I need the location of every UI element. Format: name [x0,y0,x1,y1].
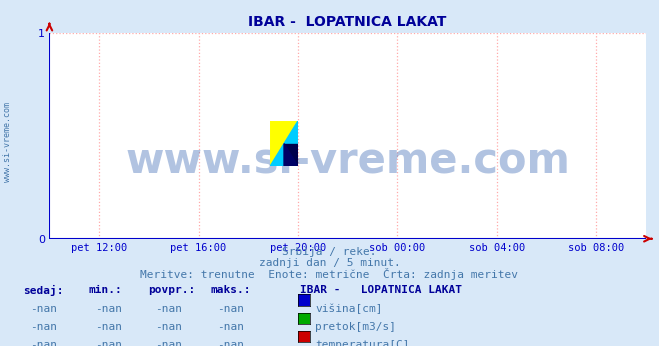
Text: IBAR -   LOPATNICA LAKAT: IBAR - LOPATNICA LAKAT [300,285,462,295]
Text: -nan: -nan [96,340,123,346]
Text: -nan: -nan [96,304,123,314]
Text: sedaj:: sedaj: [23,285,63,297]
Text: Srbija / reke.: Srbija / reke. [282,247,377,257]
Text: zadnji dan / 5 minut.: zadnji dan / 5 minut. [258,258,401,268]
Polygon shape [284,144,298,166]
Text: min.:: min.: [89,285,123,295]
Text: -nan: -nan [217,304,244,314]
Text: -nan: -nan [155,304,182,314]
Text: -nan: -nan [217,340,244,346]
Polygon shape [284,144,298,166]
Text: -nan: -nan [217,322,244,332]
Text: -nan: -nan [96,322,123,332]
Text: -nan: -nan [155,340,182,346]
Title: IBAR -  LOPATNICA LAKAT: IBAR - LOPATNICA LAKAT [248,15,447,29]
Polygon shape [270,121,298,166]
Text: pretok[m3/s]: pretok[m3/s] [315,322,396,332]
Text: Meritve: trenutne  Enote: metrične  Črta: zadnja meritev: Meritve: trenutne Enote: metrične Črta: … [140,268,519,280]
Text: povpr.:: povpr.: [148,285,196,295]
Text: www.si-vreme.com: www.si-vreme.com [3,102,13,182]
Text: višina[cm]: višina[cm] [315,304,382,314]
Text: -nan: -nan [30,340,57,346]
Polygon shape [270,121,298,166]
Text: www.si-vreme.com: www.si-vreme.com [125,139,570,182]
Text: maks.:: maks.: [211,285,251,295]
Text: -nan: -nan [30,322,57,332]
Text: -nan: -nan [155,322,182,332]
Text: -nan: -nan [30,304,57,314]
Text: temperatura[C]: temperatura[C] [315,340,409,346]
